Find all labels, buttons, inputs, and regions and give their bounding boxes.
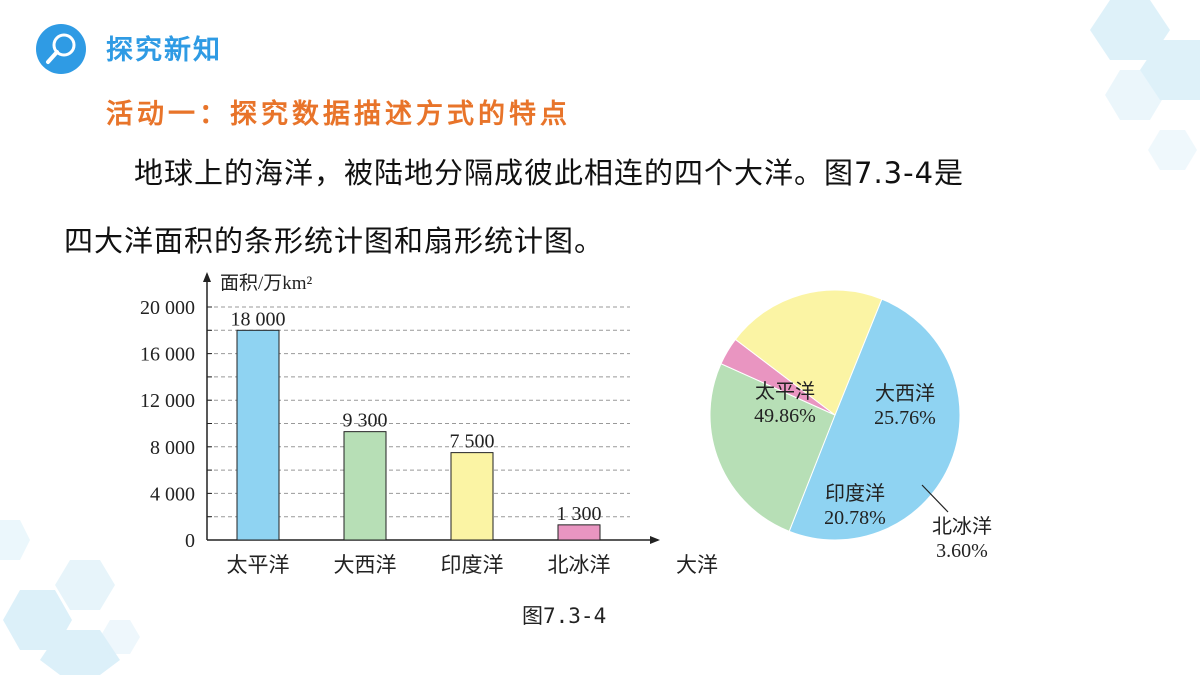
- bar-value-label: 1 300: [557, 503, 602, 525]
- x-tick-label: 北冰洋: [548, 553, 611, 577]
- pie-slice-label: 太平洋: [755, 380, 815, 403]
- pie-slice: [788, 298, 961, 541]
- figure-caption: 图7.3-4: [522, 604, 607, 628]
- x-tick-label: 大西洋: [334, 553, 397, 577]
- pie-slice-value-label: 3.60%: [936, 540, 988, 562]
- bar: [343, 431, 387, 541]
- bar: [450, 452, 494, 541]
- bar-value-label: 18 000: [231, 308, 286, 330]
- activity-title: 活动一：探究数据描述方式的特点: [106, 99, 571, 130]
- y-axis-arrow: [203, 272, 211, 282]
- x-tick-label: 印度洋: [441, 553, 504, 577]
- y-tick-label: 20 000: [140, 297, 195, 319]
- y-tick-label: 16 000: [140, 344, 195, 366]
- pie-slice-value-label: 25.76%: [874, 407, 936, 429]
- pie-slice-value-label: 20.78%: [824, 507, 886, 529]
- y-tick-label: 0: [185, 530, 195, 552]
- paragraph-line-2: 四大洋面积的条形统计图和扇形统计图。: [64, 224, 605, 258]
- pie-slice-value-label: 49.86%: [754, 405, 816, 427]
- bar-chart: 面积/万km² 大洋 0 4 000 8 000 12 000 16 000 20 000…: [140, 272, 718, 577]
- pie-slice: [709, 363, 836, 532]
- y-axis-label: 面积/万km²: [220, 272, 313, 294]
- x-axis-label: 大洋: [676, 553, 718, 577]
- y-tick-label: 12 000: [140, 390, 195, 412]
- pie-slice: [734, 290, 883, 416]
- section-title: 探究新知: [106, 35, 222, 66]
- bar: [236, 329, 280, 541]
- y-tick-label: 8 000: [150, 437, 195, 459]
- magnifier-icon: [36, 24, 86, 74]
- x-axis-arrow: [650, 536, 660, 544]
- paragraph-line-1: 地球上的海洋，被陆地分隔成彼此相连的四个大洋。图7.3-4是: [134, 156, 965, 190]
- y-tick-label: 4 000: [150, 483, 195, 505]
- x-tick-label: 太平洋: [227, 553, 290, 577]
- bar-value-label: 9 300: [343, 410, 388, 432]
- pie-slice-label: 印度洋: [825, 482, 885, 505]
- pie-leader-line: [921, 484, 949, 513]
- bar-value-label: 7 500: [450, 431, 495, 453]
- pie-slice-label: 北冰洋: [932, 515, 992, 538]
- bar: [557, 524, 601, 541]
- pie-slice-label: 大西洋: [875, 382, 935, 405]
